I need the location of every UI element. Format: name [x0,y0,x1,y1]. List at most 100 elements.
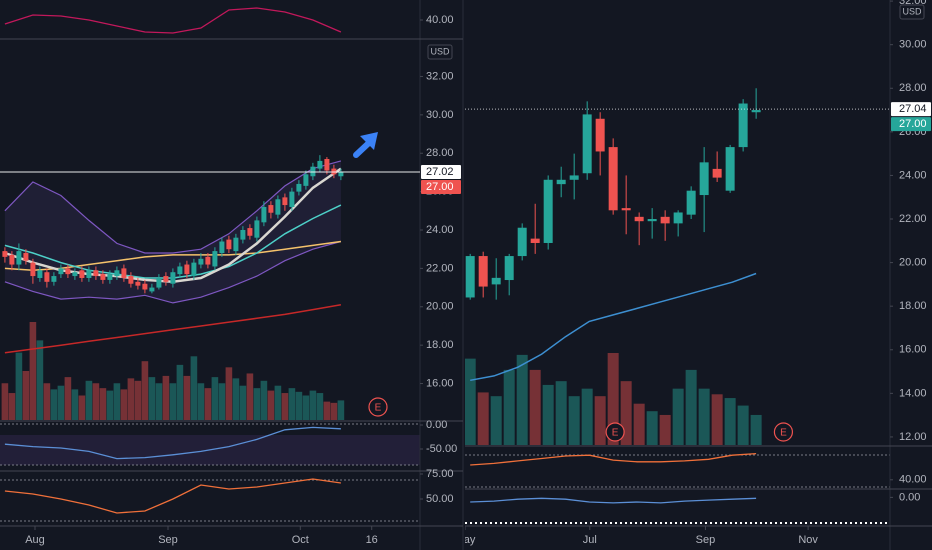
volume-bar [148,377,156,420]
volume-bar [737,405,749,445]
candle-body [212,251,218,267]
volume-bar [281,393,289,420]
x-tick-label: Sep [158,534,178,546]
volume-bar [260,380,268,420]
event-marker [605,422,625,442]
volume-bar [267,390,275,420]
candle-body [338,172,344,177]
volume-bar [633,403,645,445]
volume-bar [169,383,177,420]
indicator-line [4,478,341,514]
volume-bar [323,401,331,420]
volume-bar [106,390,114,420]
event-label: E [780,428,787,439]
volume-bar [120,389,128,420]
indicator-line [4,426,341,460]
candle-body [686,190,696,215]
event-marker [368,397,388,417]
candle-body [233,237,239,252]
y-tick-label: 20.00 [899,257,927,269]
price-tag-label: 27.04 [899,103,927,115]
volume-bar [64,377,72,420]
volume-bar [246,373,254,420]
candle-body [725,147,735,191]
volume-bar [197,383,205,420]
volume-bar [15,352,23,420]
y-tick-label: 28.00 [899,82,927,94]
candle-body [699,162,709,196]
volume-bar [529,369,541,445]
price-tag [891,102,931,117]
candle-body [331,168,337,175]
candle-body [44,272,50,282]
volume-bar [155,383,163,420]
candle-body [634,216,644,222]
volume-bar [594,396,606,445]
candle-body [660,216,670,224]
y-tick-label: 22.00 [899,213,927,225]
y-tick-label: 32.00 [899,0,927,7]
volume-bar [204,388,212,420]
volume-bar [190,356,198,420]
candle-body [254,220,260,238]
price-tag [421,180,461,195]
candle-body [121,268,127,278]
volume-bar [22,371,30,420]
chart-panel: Aug Sep Oct 16 E [0,7,420,546]
price-tag [891,117,931,132]
currency-label: USD [902,6,922,16]
candle-body [289,191,295,207]
candle-body [582,114,592,174]
candle-body [93,270,99,277]
y-tick-label: 18.00 [899,300,927,312]
event-label: E [375,403,382,414]
volume-bar [607,353,619,445]
y-tick-label: 18.00 [426,339,454,351]
volume-bar [750,414,762,445]
candle-body [296,183,302,192]
volume-bar [274,385,282,420]
candle-body [247,228,253,236]
volume-bar [78,395,86,420]
volume-bar [672,388,684,445]
y-tick-label: 12.00 [899,431,927,443]
event-marker [773,422,794,442]
candle-body [128,276,134,284]
currency-box [899,4,925,20]
x-tick-label: Nov [798,534,818,546]
candle-body [170,272,176,284]
y-tick-label: 24.00 [426,224,454,236]
candle-body [275,199,281,215]
candle-body [149,287,155,292]
candle-body [198,258,204,265]
y-tick-label: 22.00 [426,262,454,274]
price-tag-label: 27.00 [426,181,454,193]
candle-body [240,230,246,240]
candle-body [647,219,657,222]
volume-bar [620,381,632,445]
volume-bar [134,380,142,420]
volume-bar [36,340,44,420]
candle-body [100,274,106,280]
candle-body [478,256,488,287]
indicator-line [470,452,757,466]
candle-body [16,251,22,265]
moving-average [4,304,342,354]
candle-body [465,256,475,298]
y-tick-label: 16.00 [899,344,927,356]
price-tag-label: 27.02 [426,166,454,178]
candle-body [621,208,631,211]
y-tick-label: 28.00 [426,147,454,159]
candle-body [595,118,605,152]
volume-bar [724,398,736,445]
candle-body [738,103,748,148]
candle-body [65,268,71,275]
candle-body [219,241,225,254]
x-tick-label: Aug [25,534,45,546]
volume-bar [646,411,658,445]
candle-body [569,175,579,180]
x-tick-label: Oct [292,534,309,546]
band-line [4,160,342,254]
volume-bar [50,389,58,420]
